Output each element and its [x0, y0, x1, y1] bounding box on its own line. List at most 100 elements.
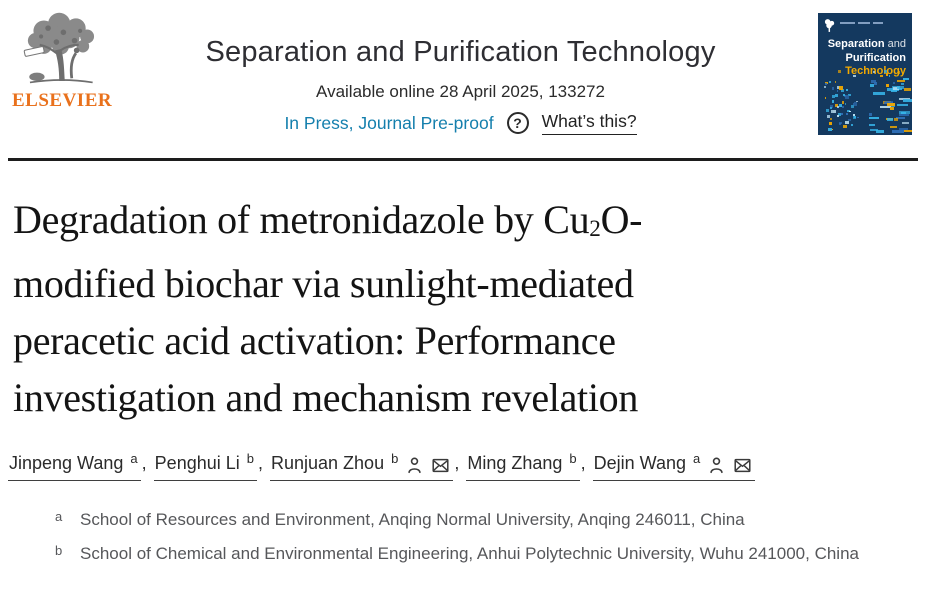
masthead: ELSEVIER Separation and Purification Tec… [0, 0, 926, 158]
status-row: In Press, Journal Pre-proof ? What’s thi… [120, 111, 801, 135]
cover-dot [825, 108, 829, 112]
envelope-icon[interactable] [431, 456, 450, 475]
cover-dot [869, 123, 875, 126]
author-link[interactable]: Jinpeng Wang a [8, 450, 141, 481]
cover-dot [898, 127, 908, 131]
cover-dot [885, 101, 893, 104]
author-affiliation-sup: a [130, 450, 138, 466]
cover-dot [848, 93, 851, 97]
author-affiliation-sup: b [391, 450, 399, 466]
cover-title-line1: Separation [827, 38, 885, 50]
cover-dot [880, 74, 883, 77]
question-mark-icon[interactable]: ? [506, 112, 529, 134]
cover-dot [842, 93, 845, 97]
cover-dot [847, 109, 850, 113]
cover-dot [846, 113, 849, 115]
cover-dot [824, 83, 827, 86]
elsevier-logo[interactable]: ELSEVIER [12, 10, 112, 112]
author-link[interactable]: Penghui Li b [153, 450, 257, 481]
cover-dot [839, 122, 842, 126]
author-link[interactable]: Dejin Wang a [592, 451, 756, 481]
available-online-text: Available online 28 April 2025, 133272 [316, 82, 605, 101]
cover-dot [836, 114, 840, 118]
person-icon[interactable] [405, 456, 424, 475]
in-press-link[interactable]: In Press, Journal Pre-proof [284, 112, 494, 133]
cover-dot [883, 102, 894, 105]
cover-dot [885, 73, 889, 76]
envelope-icon[interactable] [733, 456, 752, 475]
title-text: investigation and mechanism revelation [13, 374, 639, 420]
cover-dot [838, 113, 841, 116]
cover-dot [884, 70, 887, 73]
cover-dot [837, 106, 840, 109]
cover-dot [871, 80, 877, 83]
cover-dot [838, 70, 841, 73]
cover-dot [828, 127, 832, 131]
cover-dot [853, 102, 858, 106]
cover-dot [824, 86, 826, 89]
cover-dot [837, 85, 841, 89]
title-subscript: 2 [589, 216, 601, 243]
journal-cover-thumbnail[interactable]: Separation and Purification Technology [818, 13, 912, 135]
author-name: Dejin Wang [593, 452, 687, 473]
cover-dot [903, 99, 912, 102]
affiliation-sup: a [55, 508, 63, 524]
affiliations: a School of Resources and Environment, An… [0, 503, 912, 572]
cover-title-line1b: and [884, 38, 906, 50]
cover-dot [902, 130, 912, 133]
title-text: modified biochar via sunlight-mediated [13, 260, 634, 306]
cover-dot [843, 124, 847, 129]
affiliation-sup: b [55, 543, 63, 558]
cover-dot [829, 107, 832, 109]
person-icon[interactable] [707, 456, 726, 475]
cover-dot [880, 105, 891, 109]
cover-dot [852, 113, 856, 117]
header-divider [8, 158, 918, 161]
author-separator: , [454, 452, 460, 473]
cover-dot [841, 89, 845, 93]
cover-title-line3: Technology [845, 65, 906, 77]
cover-dot [841, 101, 845, 104]
cover-dot [833, 110, 836, 113]
cover-dot [848, 118, 851, 122]
cover-dot [891, 130, 904, 134]
cover-dot [829, 122, 832, 125]
author-separator: , [257, 452, 263, 473]
cover-dot [842, 106, 845, 109]
cover-dot [869, 84, 875, 88]
cover-journal-title: Separation and Purification Technology [828, 38, 906, 79]
cover-dot [836, 90, 839, 93]
cover-dot [897, 85, 901, 89]
author-link[interactable]: Runjuan Zhou b [270, 450, 454, 481]
cover-dot [873, 92, 886, 95]
title-text: peracetic acid activation: Performance [13, 317, 616, 363]
author-affiliation-sup: b [246, 450, 254, 466]
cover-dot [903, 88, 911, 91]
cover-dot [874, 82, 878, 85]
author-name: Penghui Li [154, 452, 240, 473]
cover-dot [831, 87, 835, 91]
cover-dot [835, 103, 839, 108]
authors-row: Jinpeng Wang a, Penghui Li b, Runjuan Zhou b,… [8, 450, 912, 481]
cover-dot [850, 124, 853, 127]
journal-head: Separation and Purification Technology A… [120, 36, 801, 135]
cover-dot [897, 71, 900, 74]
author-link[interactable]: Ming Zhang b [466, 451, 580, 481]
cover-dot [856, 100, 858, 103]
cover-dot [849, 110, 851, 113]
elsevier-tree-icon [23, 12, 95, 84]
cover-dot [841, 112, 844, 115]
cover-dot [889, 106, 894, 111]
cover-dot [826, 114, 830, 119]
cover-dot [869, 116, 880, 119]
cover-dot [886, 84, 889, 88]
cover-dot [838, 104, 842, 108]
affiliation-item: b School of Chemical and Environmental En… [0, 537, 860, 572]
cover-dot [897, 79, 906, 83]
affiliation-text: School of Resources and Environment, Anq… [80, 509, 745, 529]
whats-this-link[interactable]: What’s this? [541, 111, 637, 135]
cover-dot [895, 116, 905, 119]
cover-dot [852, 116, 856, 120]
journal-title-link[interactable]: Separation and Purification Technology [205, 36, 716, 68]
